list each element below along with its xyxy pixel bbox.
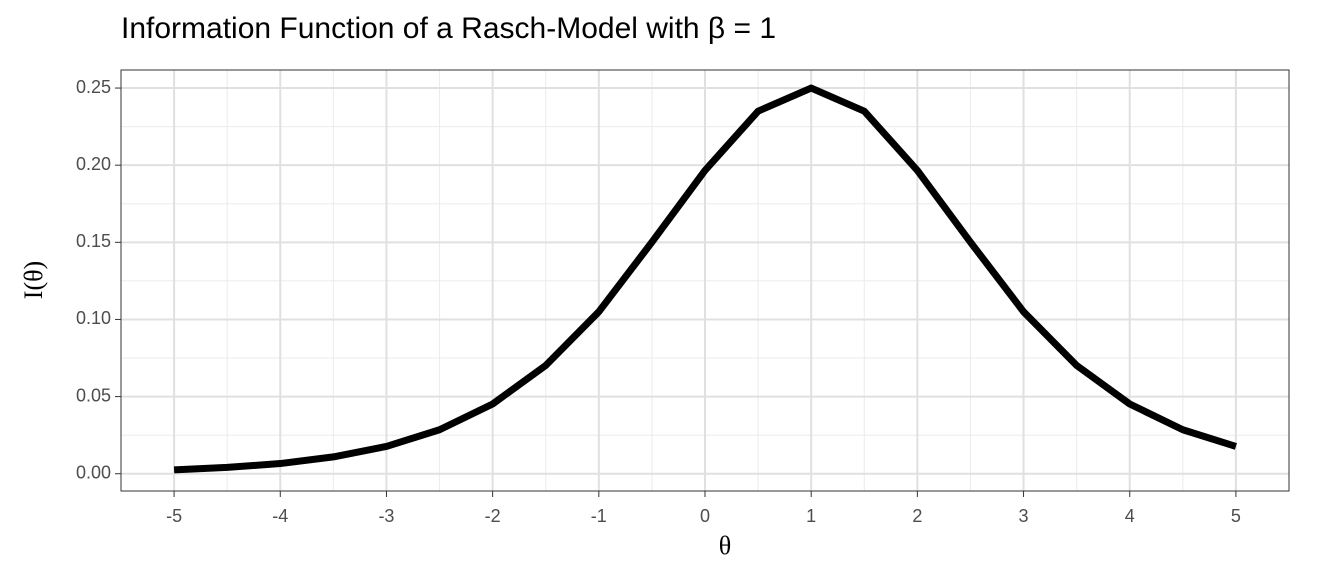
- x-tick-label: 5: [1231, 506, 1241, 526]
- x-tick-label: -3: [378, 506, 394, 526]
- y-axis-label: I(θ): [19, 261, 48, 299]
- x-axis-label: θ: [719, 531, 731, 560]
- y-tick-label: 0.00: [76, 462, 111, 482]
- chart-title: Information Function of a Rasch-Model wi…: [121, 12, 776, 45]
- x-tick-label: 3: [1019, 506, 1029, 526]
- y-tick-label: 0.10: [76, 308, 111, 328]
- x-tick-label: -5: [166, 506, 182, 526]
- x-tick-label: -1: [591, 506, 607, 526]
- x-tick-label: 1: [806, 506, 816, 526]
- y-tick-label: 0.05: [76, 385, 111, 405]
- plot-border: [120, 69, 1290, 492]
- line: [173, 84, 1237, 474]
- y-tick-label: 0.25: [76, 77, 111, 97]
- x-tick-label: -2: [485, 506, 501, 526]
- x-tick-label: -4: [272, 506, 288, 526]
- y-tick-label: 0.20: [76, 154, 111, 174]
- x-tick-label: 2: [912, 506, 922, 526]
- x-tick-label: 0: [700, 506, 710, 526]
- y-tick-label: 0.15: [76, 231, 111, 251]
- x-tick-label: 4: [1125, 506, 1135, 526]
